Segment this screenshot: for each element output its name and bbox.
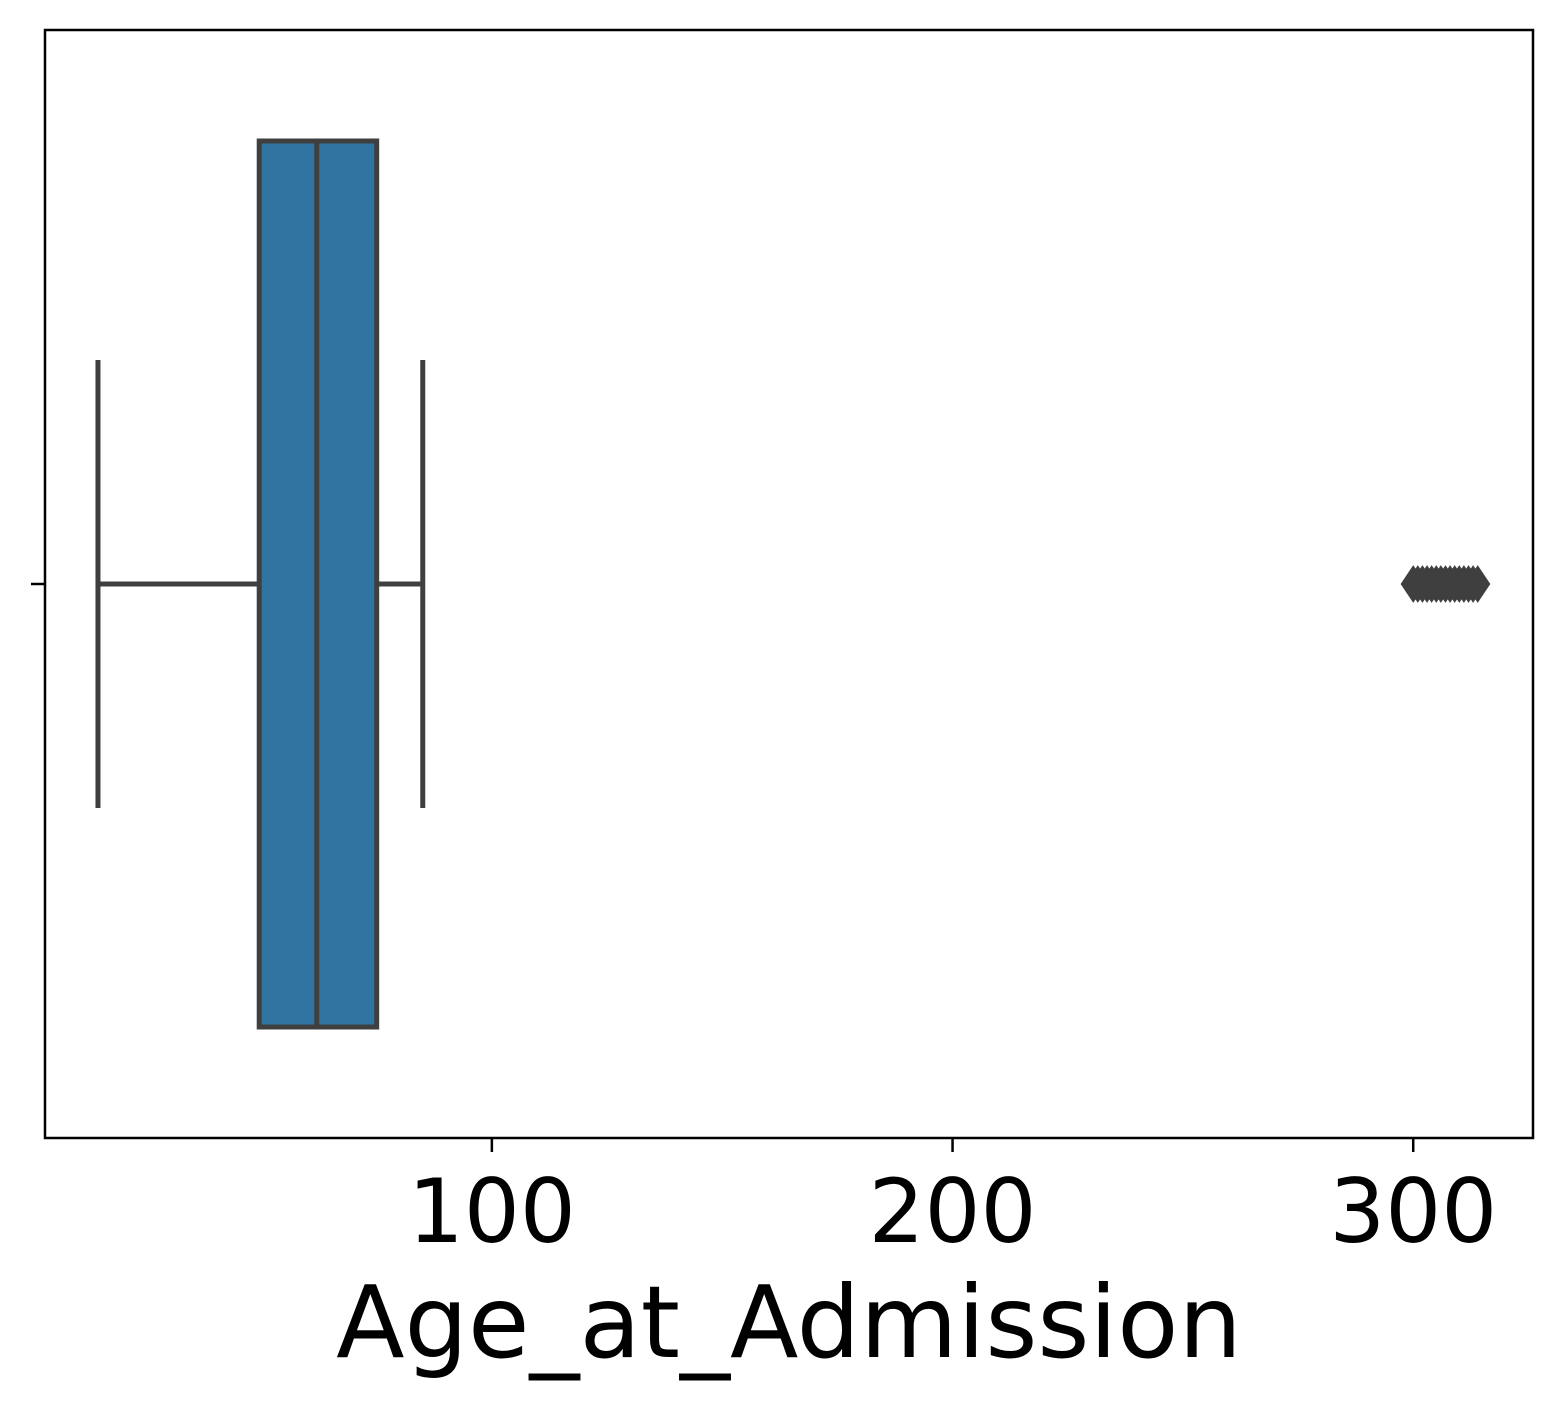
x-axis-label: Age_at_Admission (336, 1264, 1242, 1381)
x-tick-label: 300 (1329, 1160, 1497, 1263)
x-axis: 100 200 300 (408, 1138, 1497, 1263)
plot-content (95, 138, 1491, 1030)
outlier-point (1465, 565, 1491, 603)
outliers (1400, 565, 1491, 603)
x-tick-label: 100 (408, 1160, 576, 1263)
box-series (95, 138, 1491, 1030)
x-tick-label: 200 (869, 1160, 1037, 1263)
